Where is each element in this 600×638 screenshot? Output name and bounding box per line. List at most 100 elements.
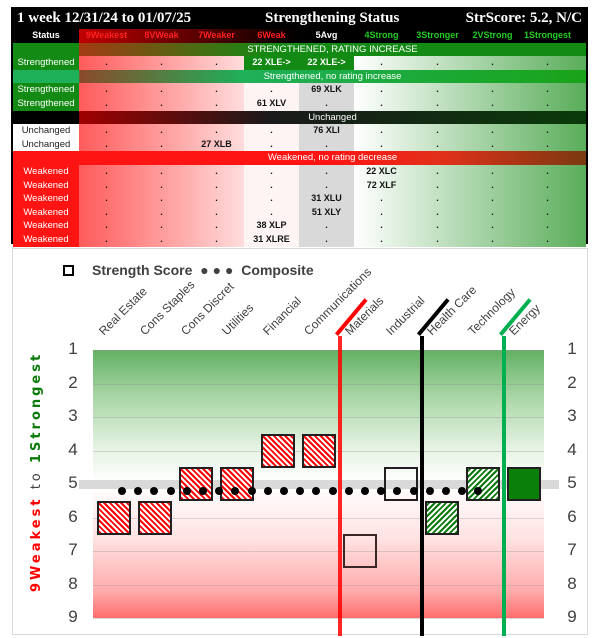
strscore-title: StrScore: 5.2, N/C xyxy=(465,10,582,26)
table-cell: . xyxy=(491,220,494,231)
gridline xyxy=(93,350,544,351)
header-status: Status xyxy=(32,30,60,40)
table-cell: . xyxy=(546,138,549,149)
header-col-1strongest: 1Strongest xyxy=(523,30,571,40)
table-cell: . xyxy=(160,57,163,68)
composite-dot xyxy=(215,486,224,495)
table-row: Weakened... 31 XLRE..... xyxy=(13,233,586,247)
table-cell: . xyxy=(160,206,163,217)
composite-dot xyxy=(458,486,467,495)
table-cell: . xyxy=(491,179,494,190)
table-row: Unchanged.. 27 XLB...... xyxy=(13,137,586,152)
table-cell: 22 XLE-> xyxy=(307,57,346,68)
strength-marker-communications xyxy=(302,433,336,468)
y-tick-right: 4 xyxy=(567,439,577,459)
band-unchanged: Unchanged xyxy=(13,110,586,125)
table-cell: . xyxy=(436,138,439,149)
table-row: Unchanged.... 76 XLI.... xyxy=(13,124,586,138)
strength-marker-energy xyxy=(507,467,541,501)
table-cell: . xyxy=(546,166,549,176)
table-cell: . xyxy=(105,98,108,108)
composite-legend-icon: ● ● ● xyxy=(200,262,234,278)
divider-line-communications xyxy=(337,336,342,636)
gridline xyxy=(93,618,544,619)
table-cell: . xyxy=(436,166,439,176)
table-cell: . xyxy=(546,125,549,136)
table-cell: . xyxy=(270,125,273,136)
composite-dot xyxy=(231,486,240,495)
table-cell: 76 XLI xyxy=(313,125,340,136)
y-tick-right: 9 xyxy=(567,607,577,626)
strength-score-legend-icon xyxy=(63,265,74,276)
table-cell: . xyxy=(105,234,108,244)
y-tick-left: 9 xyxy=(68,607,78,626)
strengthening-status-table: 1 week 12/31/24 to 01/07/25 Strengthenin… xyxy=(11,7,588,247)
header-col-4strong: 4Strong xyxy=(364,30,399,40)
table-cell: . xyxy=(546,206,549,217)
band-weakened-no-decrease: Weakened, no rating decrease xyxy=(13,151,586,165)
composite-dot xyxy=(166,486,175,495)
row-status: Strengthened xyxy=(13,56,79,70)
strength-marker-cons-discret xyxy=(179,467,213,501)
table-cell: . xyxy=(215,206,218,217)
table-cell: . xyxy=(546,84,549,95)
date-range-title: 1 week 12/31/24 to 01/07/25 xyxy=(17,10,192,26)
table-cell: 31 XLU xyxy=(311,193,342,204)
table-cell: . xyxy=(270,193,273,204)
composite-dot xyxy=(442,486,450,495)
table-cell: 69 XLK xyxy=(311,84,342,95)
table-header-row: Status 9Weakest 8VWeak 7Weaker 6Weak 5Avg 4Str… xyxy=(13,29,586,43)
row-status: Weakened xyxy=(13,192,79,206)
table-cell: . xyxy=(380,138,383,149)
band-label: STRENGTHENED, RATING INCREASE xyxy=(247,43,418,55)
composite-dot xyxy=(134,486,143,495)
table-cell: . xyxy=(215,166,218,176)
table-cell: . xyxy=(491,125,494,136)
table-cell: . xyxy=(491,138,494,149)
table-cell: . xyxy=(215,98,218,108)
gridline xyxy=(93,551,544,552)
table-cell: . xyxy=(105,179,108,190)
row-status: Weakened xyxy=(13,178,79,193)
table-cell: . xyxy=(491,193,494,204)
average-band xyxy=(79,480,559,489)
table-cell: . xyxy=(215,125,218,136)
composite-dot xyxy=(182,486,191,495)
table-cell: . xyxy=(546,179,549,190)
band-label: Weakened, no rating decrease xyxy=(267,152,398,164)
composite-dot xyxy=(263,486,272,495)
strength-marker-real-estate xyxy=(97,500,131,535)
table-cell: 22 XLC xyxy=(366,166,397,176)
composite-dot xyxy=(425,486,434,495)
table-cell: . xyxy=(105,138,108,149)
table-row: Strengthened... 61 XLV..... xyxy=(13,97,586,111)
x-label-utilities: Utilities xyxy=(219,300,257,338)
divider-line-industrial xyxy=(419,336,424,636)
table-row: Strengthened... 22 XLE-> 22 XLE->.... xyxy=(13,56,586,70)
strength-marker-utilities xyxy=(220,467,254,501)
strength-marker-industrial xyxy=(384,467,418,501)
y-tick-right: 1 xyxy=(567,339,577,358)
strength-marker-cons-staples xyxy=(138,500,172,535)
table-cell: . xyxy=(380,220,383,231)
legend-strength-label: Strength Score xyxy=(92,262,193,278)
table-cell: . xyxy=(491,57,494,68)
row-status: Unchanged xyxy=(13,124,79,138)
table-cell: . xyxy=(160,220,163,231)
table-cell: . xyxy=(160,98,163,108)
table-cell: . xyxy=(270,138,273,149)
y-tick-right: 2 xyxy=(567,372,577,392)
table-cell: . xyxy=(546,193,549,204)
y-tick-left: 1 xyxy=(68,339,78,358)
band-status-cell xyxy=(13,42,79,57)
row-status: Weakened xyxy=(13,219,79,233)
band-strengthened-no-increase: Strengthened, no rating increase xyxy=(13,69,586,84)
table-cell: . xyxy=(325,220,328,231)
table-cell: . xyxy=(491,234,494,244)
table-cell: . xyxy=(436,234,439,244)
table-row: Weakened..... 72 XLF... xyxy=(13,178,586,193)
table-cell: . xyxy=(491,98,494,108)
table-cell: 27 XLB xyxy=(201,138,232,149)
row-status: Weakened xyxy=(13,233,79,247)
header-col-7weaker: 7Weaker xyxy=(198,30,235,40)
